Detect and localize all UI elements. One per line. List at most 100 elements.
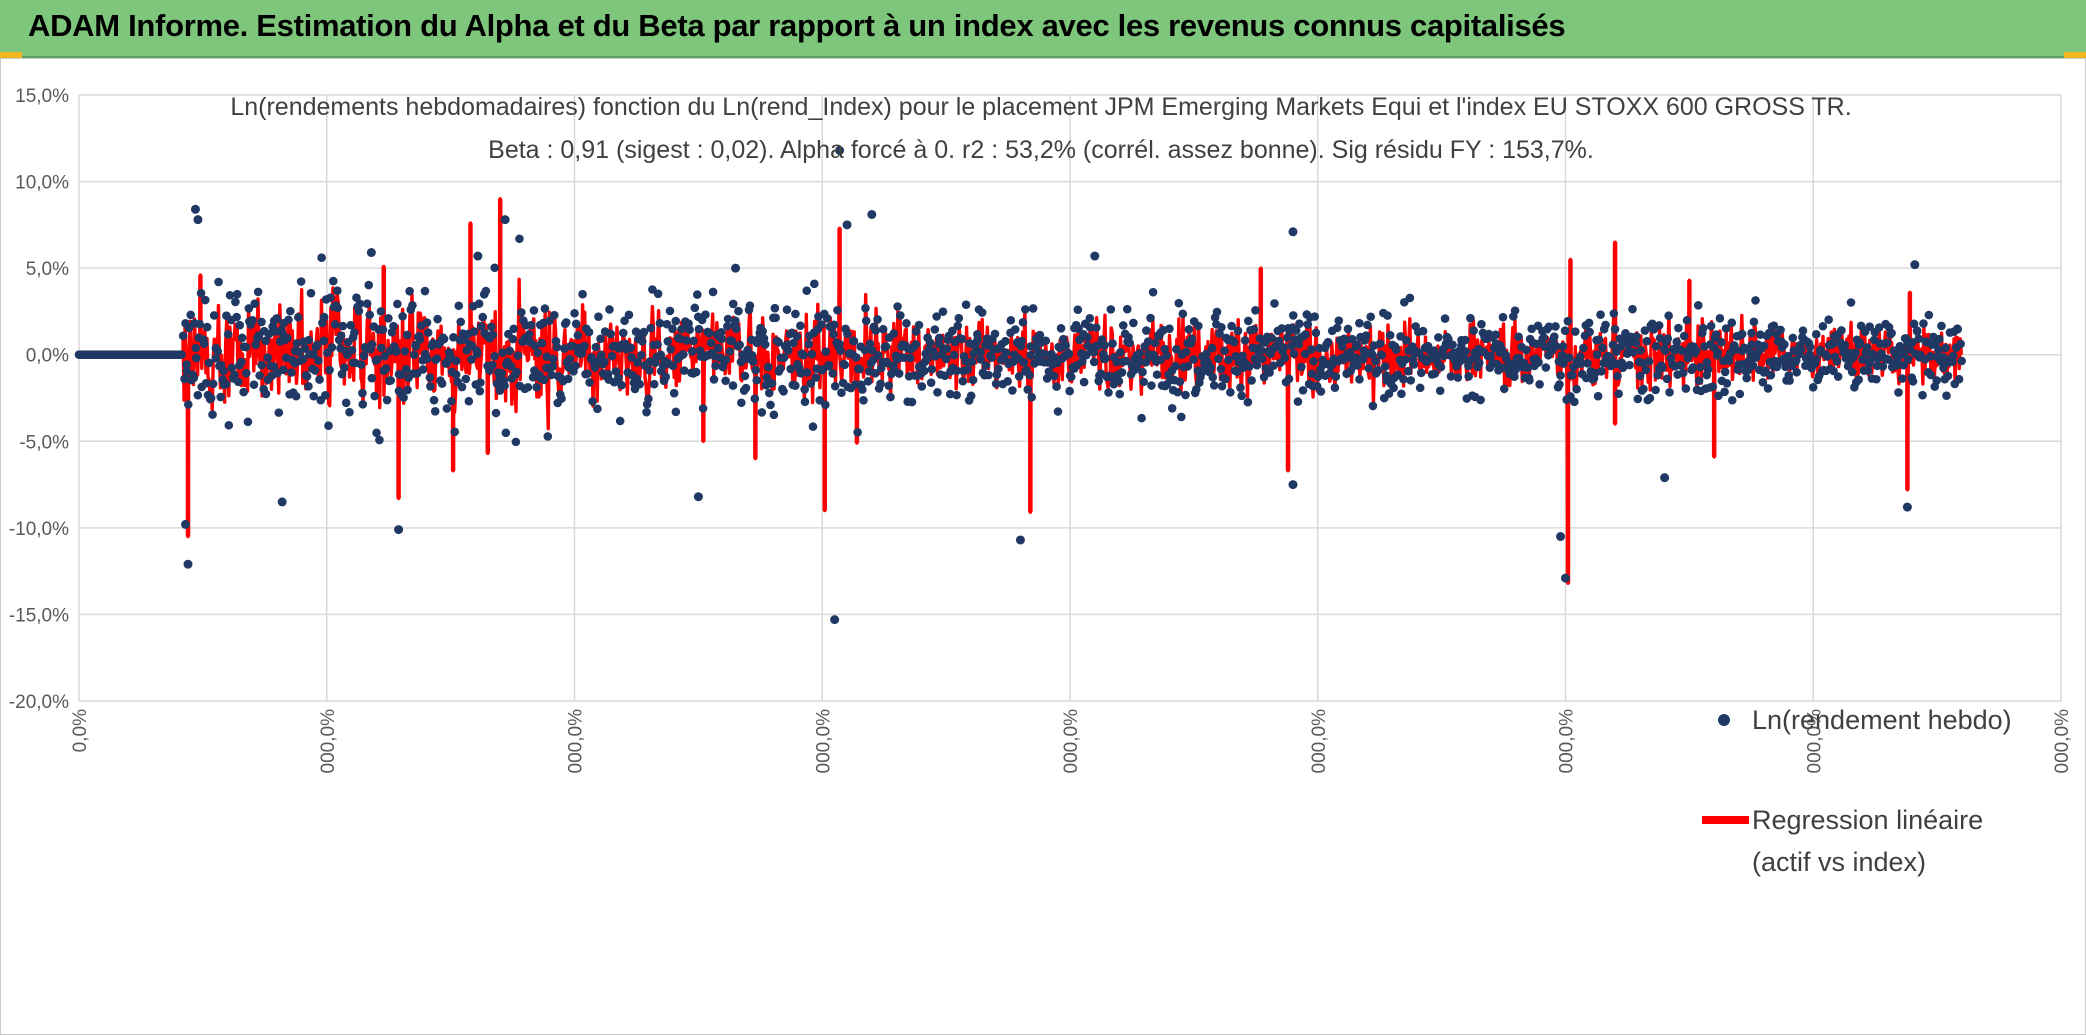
data-point: [506, 362, 516, 371]
data-point: [830, 381, 840, 391]
legend-label-regression-1: Regression linéaire: [1752, 805, 1983, 835]
data-point: [199, 339, 209, 349]
data-point: [1747, 328, 1756, 338]
data-point: [596, 334, 605, 344]
x-tick-label: 0,0%: [70, 709, 91, 752]
data-point: [1476, 395, 1485, 405]
data-point: [422, 354, 432, 364]
data-point: [1555, 380, 1564, 389]
data-point: [858, 385, 867, 394]
data-point: [1727, 318, 1737, 328]
data-point: [1805, 342, 1815, 352]
data-point: [1243, 397, 1253, 407]
data-point: [645, 366, 654, 375]
data-point: [1934, 334, 1944, 344]
x-tick-label: 000,0%: [566, 709, 587, 774]
data-point: [191, 343, 201, 353]
data-point: [1644, 357, 1654, 366]
data-point: [1146, 313, 1155, 323]
data-point: [1289, 349, 1299, 358]
data-point: [561, 318, 571, 327]
data-point: [537, 338, 547, 348]
data-point: [1216, 364, 1226, 374]
data-point: [248, 315, 257, 325]
data-point: [1510, 306, 1520, 315]
data-point-outlier: [1288, 227, 1298, 237]
data-point: [734, 306, 743, 316]
data-point: [243, 417, 253, 427]
data-point: [961, 300, 971, 309]
data-point: [230, 370, 239, 380]
data-point: [1466, 313, 1475, 323]
data-point: [791, 309, 800, 319]
data-point: [1654, 321, 1664, 330]
data-point: [235, 320, 245, 330]
data-point: [938, 307, 948, 316]
data-point: [319, 336, 329, 346]
data-point: [1796, 345, 1806, 354]
data-point: [837, 388, 846, 398]
data-point: [829, 320, 839, 330]
data-point: [863, 377, 873, 386]
data-point: [1534, 358, 1543, 367]
data-point: [1028, 304, 1038, 313]
data-point: [1461, 347, 1471, 356]
data-point: [1267, 333, 1276, 343]
data-point: [1434, 333, 1443, 342]
data-point: [1596, 310, 1605, 320]
data-point: [1249, 324, 1259, 334]
data-point: [594, 312, 603, 321]
legend-label-regression-2: (actif vs index): [1752, 847, 1926, 877]
data-point: [800, 397, 810, 407]
data-point: [1265, 368, 1274, 377]
data-point: [1368, 350, 1377, 359]
corner-marker-left: [0, 52, 22, 59]
data-point: [1277, 324, 1287, 333]
data-point: [1724, 356, 1734, 366]
data-point: [1291, 326, 1301, 335]
data-point: [748, 357, 758, 366]
data-point: [1956, 339, 1965, 349]
data-point: [1501, 354, 1511, 363]
data-point: [1695, 362, 1705, 372]
data-point: [365, 310, 375, 320]
data-point: [491, 408, 501, 418]
data-point: [741, 383, 751, 393]
data-point: [1377, 350, 1386, 360]
data-point: [860, 345, 870, 355]
data-point: [250, 299, 260, 308]
data-point: [1570, 397, 1579, 407]
data-point: [786, 364, 795, 374]
data-point: [330, 320, 340, 329]
data-point: [464, 396, 474, 406]
data-point: [1735, 389, 1745, 399]
data-point: [661, 372, 671, 382]
data-point: [976, 347, 985, 357]
data-point: [314, 356, 323, 365]
data-point: [1651, 341, 1661, 351]
data-point: [517, 308, 526, 317]
data-point: [930, 352, 940, 361]
data-point: [1035, 330, 1045, 340]
data-point: [1152, 370, 1162, 379]
data-point: [490, 263, 500, 273]
data-point: [244, 304, 254, 313]
data-point: [1694, 376, 1704, 385]
data-point: [1943, 371, 1953, 381]
data-point: [1181, 390, 1190, 400]
data-point: [873, 315, 882, 324]
corner-marker-right: [2064, 52, 2086, 59]
data-point: [1115, 389, 1125, 399]
data-point: [1316, 387, 1326, 396]
data-point: [1769, 321, 1779, 330]
data-point: [1294, 340, 1304, 349]
data-point: [568, 341, 577, 351]
data-point: [1202, 349, 1211, 359]
data-point: [953, 321, 963, 331]
data-point: [1609, 309, 1619, 318]
data-point: [532, 382, 541, 392]
data-point: [1628, 304, 1637, 314]
data-point: [315, 375, 324, 384]
data-point: [552, 342, 562, 352]
data-point: [1187, 334, 1197, 344]
